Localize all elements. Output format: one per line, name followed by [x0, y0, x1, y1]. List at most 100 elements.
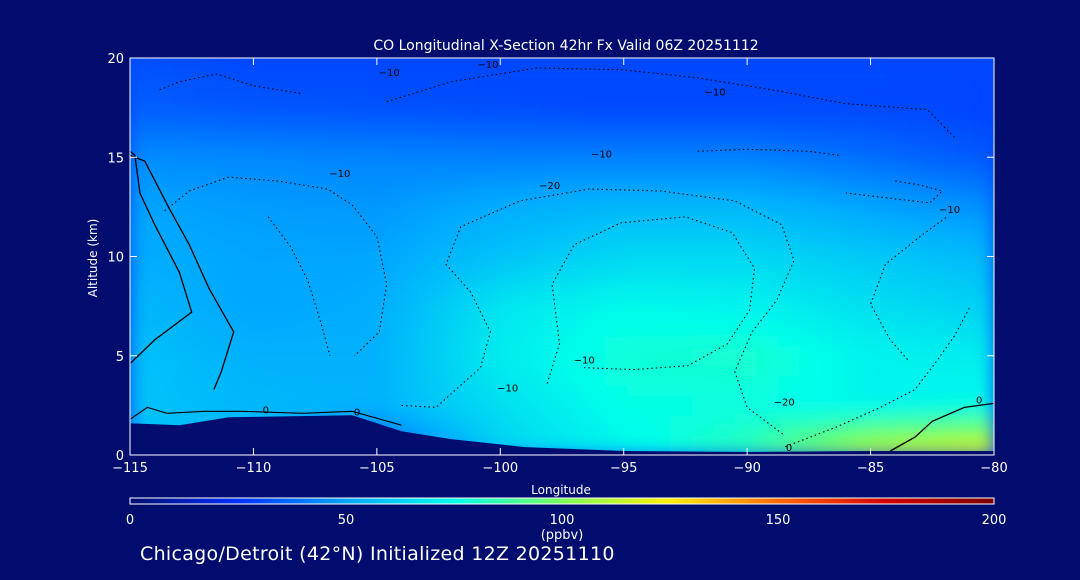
field-cell: [432, 296, 455, 307]
terrain-mask: [130, 415, 994, 455]
field-cell: [799, 107, 822, 119]
field-cell: [346, 355, 369, 367]
field-cell: [410, 335, 433, 347]
field-cell: [778, 216, 801, 228]
field-cell: [907, 345, 930, 357]
field-cell: [864, 187, 887, 198]
field-cell: [454, 117, 477, 129]
field-cell: [907, 326, 930, 337]
field-cell: [216, 276, 239, 287]
field-cell: [734, 326, 757, 337]
field-cell: [475, 405, 498, 416]
field-cell: [151, 335, 174, 347]
contour-label: −10: [939, 205, 960, 216]
field-cell: [389, 177, 412, 188]
field-cell: [216, 395, 239, 406]
field-cell: [302, 296, 325, 307]
field-cell: [389, 355, 412, 367]
field-cell: [497, 256, 520, 267]
field-cell: [151, 167, 174, 178]
field-cell: [713, 167, 736, 178]
field-cell: [194, 316, 217, 327]
field-cell: [799, 206, 822, 218]
field-cell: [583, 196, 606, 208]
field-cell: [346, 296, 369, 307]
field-cell: [756, 365, 779, 377]
field-cell: [432, 326, 455, 337]
field-cell: [691, 187, 714, 198]
field-cell: [842, 187, 865, 198]
field-cell: [281, 345, 304, 357]
field-cell: [173, 316, 196, 327]
field-cell: [238, 345, 261, 357]
field-cell: [497, 395, 520, 406]
field-cell: [432, 395, 455, 406]
field-cell: [346, 345, 369, 357]
field-cell: [173, 117, 196, 129]
field-cell: [540, 77, 563, 89]
field-cell: [821, 157, 844, 168]
field-cell: [238, 286, 261, 297]
field-cell: [151, 127, 174, 138]
field-cell: [367, 335, 390, 347]
field-cell: [238, 266, 261, 277]
field-cell: [216, 97, 239, 109]
field-cell: [648, 395, 671, 406]
field-cell: [259, 226, 282, 238]
field-cell: [540, 157, 563, 168]
field-cell: [216, 405, 239, 416]
field-cell: [518, 435, 541, 446]
field-cell: [670, 206, 693, 218]
field-cell: [799, 435, 822, 446]
field-cell: [454, 177, 477, 188]
field-cell: [691, 415, 714, 426]
field-cell: [734, 107, 757, 119]
field-cell: [130, 117, 153, 129]
field-cell: [821, 256, 844, 267]
field-cell: [886, 246, 909, 258]
field-cell: [238, 157, 261, 168]
field-cell: [799, 127, 822, 138]
field-cell: [929, 77, 952, 89]
field-cell: [842, 365, 865, 377]
field-cell: [713, 276, 736, 287]
field-cell: [259, 97, 282, 109]
field-cell: [497, 326, 520, 337]
field-cell: [756, 77, 779, 89]
field-cell: [972, 375, 994, 387]
field-cell: [778, 107, 801, 119]
field-cell: [518, 177, 541, 188]
field-cell: [626, 326, 649, 337]
field-cell: [130, 385, 153, 396]
field-cell: [432, 405, 455, 416]
field-cell: [410, 226, 433, 238]
field-cell: [238, 306, 261, 317]
field-cell: [950, 335, 973, 347]
field-cell: [972, 286, 994, 297]
field-cell: [691, 58, 714, 69]
colorbar-tick-label: 0: [126, 513, 134, 528]
field-cell: [821, 276, 844, 287]
field-cell: [583, 296, 606, 307]
field-cell: [626, 157, 649, 168]
contour-label: −10: [705, 88, 726, 99]
field-cell: [842, 77, 865, 89]
field-cell: [778, 97, 801, 109]
field-cell: [562, 157, 585, 168]
field-cell: [972, 316, 994, 327]
field-cell: [670, 435, 693, 446]
field-cell: [583, 97, 606, 109]
field-cell: [756, 355, 779, 367]
field-cell: [605, 216, 628, 228]
field-cell: [907, 395, 930, 406]
field-cell: [972, 355, 994, 367]
field-cell: [864, 117, 887, 129]
field-cell: [475, 306, 498, 317]
field-cell: [238, 375, 261, 387]
field-cell: [518, 256, 541, 267]
field-cell: [194, 226, 217, 238]
field-cell: [324, 117, 347, 129]
field-cell: [302, 157, 325, 168]
footer-subtitle: Chicago/Detroit (42°N) Initialized 12Z 2…: [140, 543, 615, 565]
field-cell: [173, 206, 196, 218]
